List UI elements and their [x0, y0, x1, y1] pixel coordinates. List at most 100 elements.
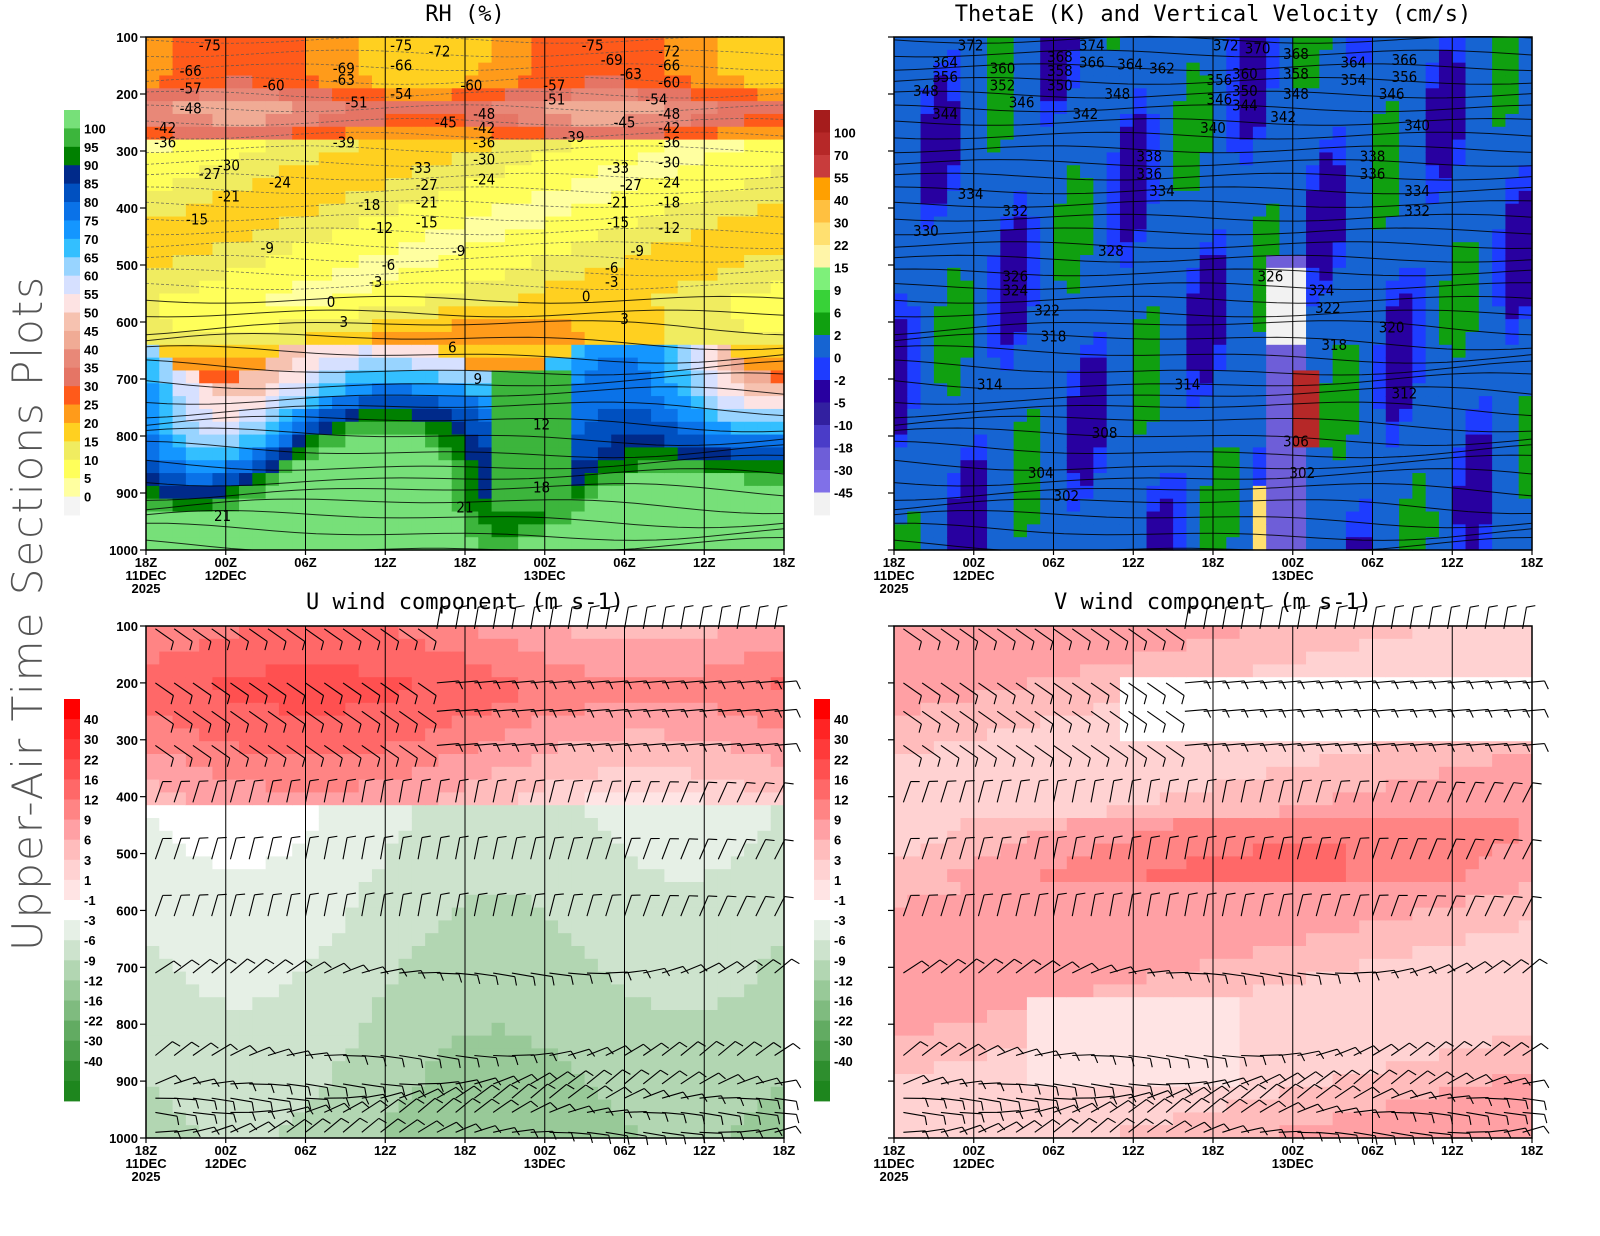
rh-field-cell: [146, 473, 160, 487]
thetae-field-cell: [1106, 101, 1121, 115]
rh-field-cell: [717, 49, 732, 64]
thetae-field-cell: [1319, 370, 1334, 384]
u-field-cell: [358, 920, 373, 934]
thetae-field-cell: [1146, 396, 1161, 410]
thetae-field-cell: [987, 473, 1001, 487]
thetae-field-cell: [947, 344, 962, 359]
rh-field-cell: [531, 165, 546, 179]
thetae-field-cell: [1385, 178, 1400, 192]
thetae-field-cell: [1213, 421, 1227, 436]
thetae-field-cell: [1266, 473, 1281, 487]
thetae-field-cell: [1372, 511, 1387, 525]
rh-field-cell: [385, 473, 400, 487]
thetae-field-cell: [907, 293, 922, 307]
thetae-field-cell: [1425, 242, 1440, 256]
thetae-field-cell: [1080, 357, 1094, 372]
thetae-field-cell: [1518, 62, 1533, 77]
rh-field-cell: [465, 190, 479, 205]
rh-field-cell: [544, 229, 559, 243]
thetae-field-cell: [1465, 216, 1480, 230]
thetae-field-cell: [1425, 88, 1440, 102]
thetae-field-cell: [1438, 460, 1453, 474]
rh-field-cell: [518, 485, 533, 500]
thetae-field-cell: [1279, 190, 1294, 205]
thetae-field-cell: [1133, 447, 1148, 461]
rh-field-cell: [425, 473, 440, 487]
u-field-cell: [225, 920, 240, 934]
thetae-field-cell: [1518, 101, 1533, 115]
thetae-field-cell: [1000, 242, 1015, 256]
rh-field-cell: [265, 101, 280, 115]
thetae-field-cell: [1518, 216, 1533, 230]
thetae-field-cell: [1080, 331, 1094, 346]
thetae-field-cell: [1252, 190, 1267, 205]
rh-field-cell: [225, 88, 240, 102]
rh-field-cell: [398, 62, 413, 77]
rh-contour-label: -57: [180, 79, 202, 97]
rh-field-cell: [690, 229, 705, 243]
thetae-field-cell: [920, 152, 935, 166]
thetae-field-cell: [1173, 293, 1188, 307]
rh-field-cell: [332, 280, 346, 295]
thetae-field-cell: [1438, 88, 1453, 102]
u-field-cell: [199, 702, 214, 717]
rh-field-cell: [704, 357, 719, 372]
thetae-field-cell: [1066, 255, 1081, 269]
thetae-field-cell: [933, 331, 948, 346]
rh-field-cell: [371, 139, 386, 154]
colorbar-label: -2: [834, 373, 846, 388]
thetae-contour-label: 312: [1392, 384, 1418, 402]
rh-field-cell: [531, 75, 546, 89]
rh-field-cell: [558, 357, 572, 372]
u-field-cell: [146, 818, 160, 832]
thetae-field-cell: [1385, 101, 1400, 115]
thetae-field-cell: [1518, 49, 1533, 64]
rh-field-cell: [690, 421, 705, 436]
thetae-field-cell: [1505, 255, 1520, 269]
thetae-field-cell: [1173, 306, 1188, 320]
thetae-field-cell: [1239, 203, 1254, 218]
rh-field-cell: [278, 152, 293, 166]
thetae-field-cell: [1505, 306, 1520, 320]
thetae-field-cell: [1066, 434, 1081, 448]
thetae-field-cell: [1226, 473, 1241, 487]
u-field-cell: [332, 1061, 346, 1075]
u-field-cell: [252, 1022, 267, 1037]
rh-field-cell: [438, 267, 453, 282]
thetae-field-cell: [1226, 537, 1241, 551]
u-field-cell: [212, 651, 227, 665]
thetae-field-cell: [1359, 293, 1374, 307]
thetae-field-cell: [1239, 421, 1254, 436]
rh-field-cell: [504, 203, 519, 218]
rh-contour-label: -30: [218, 156, 240, 174]
thetae-field-cell: [1385, 293, 1400, 307]
thetae-contour-label: 324: [1309, 282, 1335, 300]
thetae-field-cell: [1053, 344, 1068, 359]
rh-field-cell: [637, 37, 652, 51]
u-field-cell: [305, 651, 320, 665]
u-field-cell: [199, 894, 214, 909]
rh-field-cell: [146, 447, 160, 461]
rh-field-cell: [292, 319, 307, 333]
rh-field-cell: [438, 434, 453, 448]
rh-field-cell: [518, 319, 533, 333]
u-field-cell: [159, 984, 174, 998]
thetae-field-cell: [1319, 434, 1334, 448]
rh-field-cell: [531, 396, 546, 410]
thetae-field-cell: [1239, 524, 1254, 538]
rh-field-cell: [690, 126, 705, 141]
rh-field-cell: [664, 255, 679, 269]
rh-field-cell: [465, 152, 479, 166]
rh-field-cell: [704, 537, 719, 551]
u-field-cell: [278, 946, 293, 960]
rh-field-cell: [624, 62, 639, 77]
rh-field-cell: [398, 370, 413, 384]
rh-field-cell: [717, 511, 732, 525]
rh-field-cell: [558, 306, 572, 320]
thetae-field-cell: [1425, 396, 1440, 410]
rh-field-cell: [651, 280, 665, 295]
rh-field-cell: [677, 485, 692, 500]
thetae-field-cell: [960, 537, 975, 551]
rh-field-cell: [345, 306, 360, 320]
